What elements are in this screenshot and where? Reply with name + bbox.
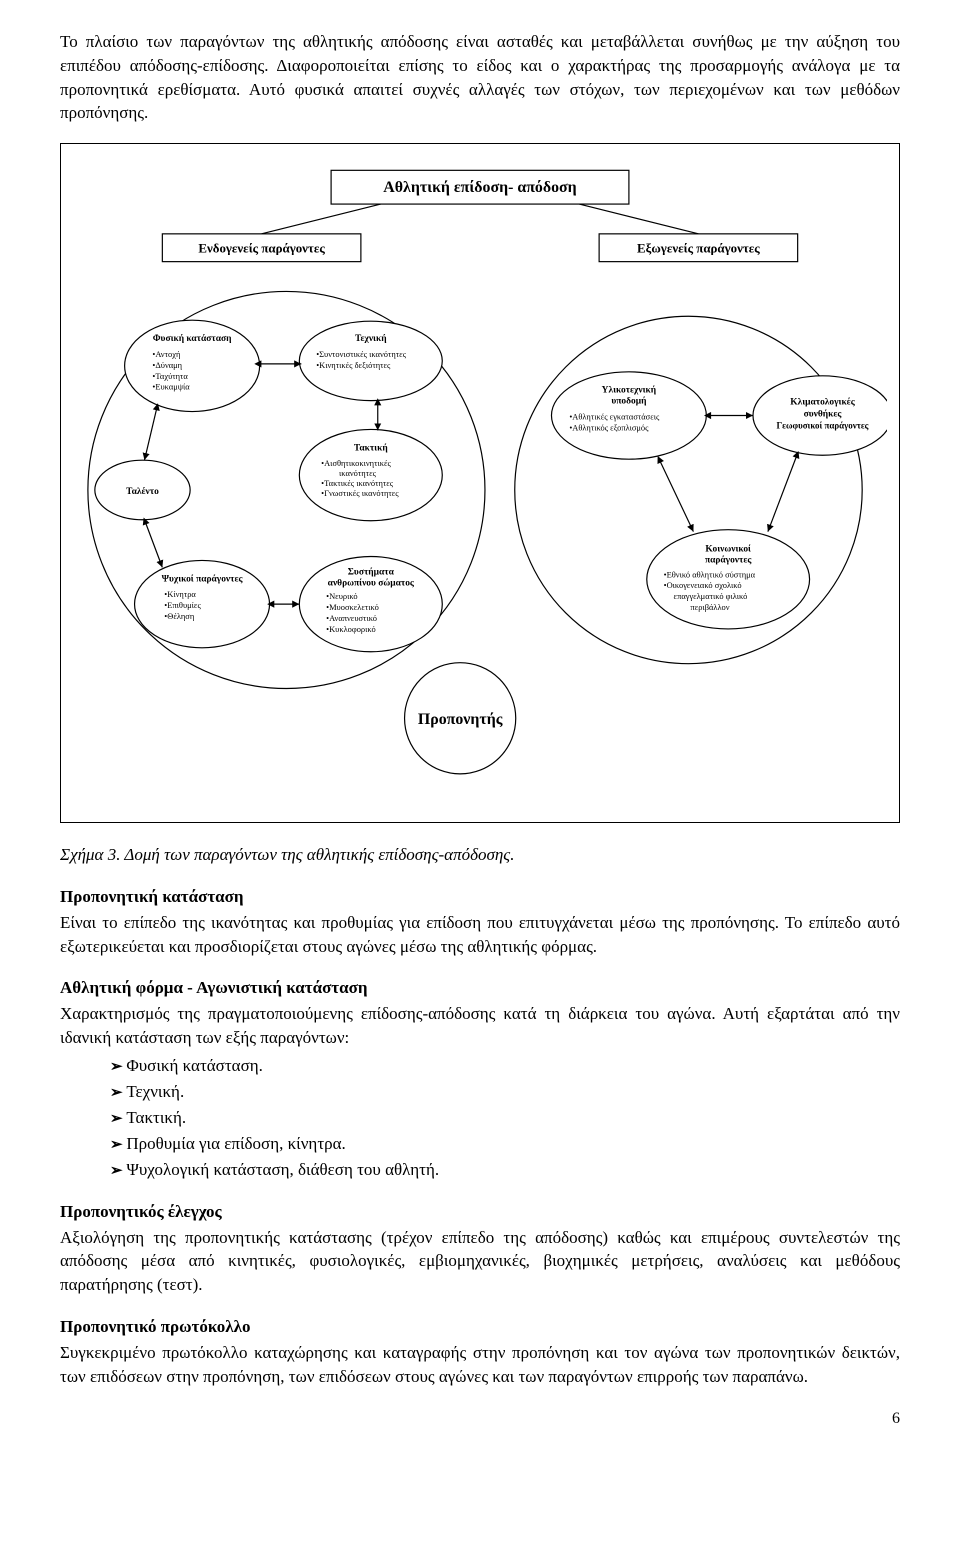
svg-text:•Κίνητρα: •Κίνητρα: [164, 589, 196, 599]
list-item: Φυσική κατάσταση.: [110, 1054, 900, 1078]
svg-text:Ταλέντο: Ταλέντο: [126, 486, 159, 497]
svg-text:επαγγελματικό φιλικό: επαγγελματικό φιλικό: [674, 591, 748, 601]
svg-text:Ψυχικοί παράγοντες: Ψυχικοί παράγοντες: [162, 573, 244, 584]
svg-text:•Αθλητικός εξοπλισμός: •Αθλητικός εξοπλισμός: [569, 423, 649, 433]
svg-text:•Τακτικές ικανότητες: •Τακτικές ικανότητες: [321, 478, 394, 488]
svg-text:•Συντονιστικές ικανότητες: •Συντονιστικές ικανότητες: [316, 349, 406, 359]
svg-text:Προπονητής: Προπονητής: [418, 711, 503, 728]
svg-text:Τακτική: Τακτική: [354, 441, 388, 453]
intro-paragraph: Το πλαίσιο των παραγόντων της αθλητικής …: [60, 30, 900, 125]
figure-caption: Σχήμα 3. Δομή των παραγόντων της αθλητικ…: [60, 843, 900, 867]
svg-text:•Αθλητικές εγκαταστάσεις: •Αθλητικές εγκαταστάσεις: [569, 412, 660, 422]
svg-text:παράγοντες: παράγοντες: [705, 555, 752, 566]
s2-list: Φυσική κατάσταση. Τεχνική. Τακτική. Προθ…: [110, 1054, 900, 1182]
svg-text:•Αντοχή: •Αντοχή: [152, 349, 180, 359]
svg-text:Γεωφυσικοί παράγοντες: Γεωφυσικοί παράγοντες: [777, 421, 869, 431]
diagram-title: Αθλητική επίδοση- απόδοση: [383, 179, 576, 196]
s3-body: Αξιολόγηση της προπονητικής κατάστασης (…: [60, 1226, 900, 1297]
svg-text:•Ταχύτητα: •Ταχύτητα: [152, 371, 188, 381]
factors-diagram: Αθλητική επίδοση- απόδοση Ενδογενείς παρ…: [60, 143, 900, 823]
right-group: Εξωγενείς παράγοντες: [637, 242, 760, 256]
svg-text:•Οικογενειακό σχολικό: •Οικογενειακό σχολικό: [664, 580, 742, 590]
list-item: Τεχνική.: [110, 1080, 900, 1104]
s4-body: Συγκεκριμένο πρωτόκολλο καταχώρησης και …: [60, 1341, 900, 1389]
svg-text:ανθρωπίνου σώματος: ανθρωπίνου σώματος: [328, 577, 415, 588]
svg-text:•Επιθυμίες: •Επιθυμίες: [164, 600, 201, 610]
svg-text:Κοινωνικοί: Κοινωνικοί: [705, 544, 751, 555]
svg-text:•Αναπνευστικό: •Αναπνευστικό: [326, 613, 377, 623]
svg-text:Τεχνική: Τεχνική: [355, 332, 387, 344]
svg-text:•Κυκλοφορικό: •Κυκλοφορικό: [326, 624, 376, 634]
s2-heading: Αθλητική φόρμα - Αγωνιστική κατάσταση: [60, 976, 900, 1000]
svg-text:•Νευρικό: •Νευρικό: [326, 591, 357, 601]
svg-text:ικανότητες: ικανότητες: [339, 468, 377, 478]
s4-heading: Προπονητικό πρωτόκολλο: [60, 1315, 900, 1339]
list-item: Ψυχολογική κατάσταση, διάθεση του αθλητή…: [110, 1158, 900, 1182]
s1-body: Είναι το επίπεδο της ικανότητας και προθ…: [60, 911, 900, 959]
diagram-svg: Αθλητική επίδοση- απόδοση Ενδογενείς παρ…: [73, 160, 887, 810]
svg-text:Φυσική κατάσταση: Φυσική κατάσταση: [153, 332, 232, 344]
svg-text:Συστήματα: Συστήματα: [348, 566, 395, 578]
svg-text:Υλικοτεχνική: Υλικοτεχνική: [602, 384, 656, 396]
svg-text:•Δύναμη: •Δύναμη: [152, 360, 182, 370]
svg-text:•Γνωστικές ικανότητες: •Γνωστικές ικανότητες: [321, 488, 399, 498]
svg-text:•Ευκαμψία: •Ευκαμψία: [152, 382, 190, 392]
svg-text:•Μυοσκελετικό: •Μυοσκελετικό: [326, 602, 379, 612]
list-item: Προθυμία για επίδοση, κίνητρα.: [110, 1132, 900, 1156]
svg-text:περιβάλλον: περιβάλλον: [690, 602, 729, 612]
s2-body: Χαρακτηρισμός της πραγματοποιούμενης επί…: [60, 1002, 900, 1050]
svg-text:Κλιματολογικές: Κλιματολογικές: [790, 397, 855, 408]
s3-heading: Προπονητικός έλεγχος: [60, 1200, 900, 1224]
svg-text:υποδομή: υποδομή: [611, 395, 646, 407]
svg-text:συνθήκες: συνθήκες: [804, 408, 843, 420]
s1-heading: Προπονητική κατάσταση: [60, 885, 900, 909]
svg-text:•Θέληση: •Θέληση: [164, 611, 194, 621]
page-number: 6: [60, 1408, 900, 1430]
left-group: Ενδογενείς παράγοντες: [198, 242, 325, 256]
svg-text:•Κινητικές δεξιότητες: •Κινητικές δεξιότητες: [316, 360, 391, 370]
svg-text:•Εθνικό αθλητικό σύστημα: •Εθνικό αθλητικό σύστημα: [664, 570, 756, 580]
svg-text:•Αισθητικοκινητικές: •Αισθητικοκινητικές: [321, 458, 391, 468]
list-item: Τακτική.: [110, 1106, 900, 1130]
